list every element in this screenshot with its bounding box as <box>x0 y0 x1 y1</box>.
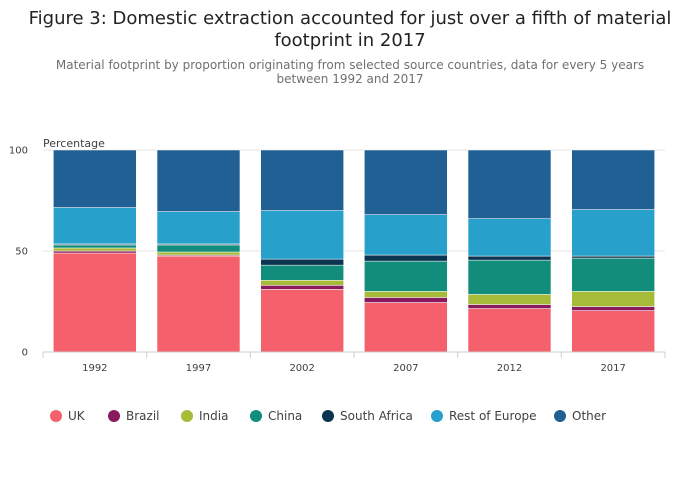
y-tick-label: 0 <box>22 348 28 359</box>
bar-segment-other-2007[interactable] <box>364 149 448 215</box>
bar-segment-china-1997[interactable] <box>156 244 241 253</box>
bar-segment-other-2017[interactable] <box>571 149 655 210</box>
legend-label: China <box>268 409 302 423</box>
bar-segment-uk-2012[interactable] <box>467 308 552 353</box>
legend-item-uk[interactable]: UK <box>50 409 86 423</box>
bar-segment-rest-of-europe-1992[interactable] <box>53 207 137 245</box>
bar-segment-brazil-2007[interactable] <box>364 297 448 303</box>
legend-item-india[interactable]: India <box>181 409 228 423</box>
legend-swatch <box>431 410 443 422</box>
legend-swatch <box>108 410 120 422</box>
chart-title: Figure 3: Domestic extraction accounted … <box>28 8 672 51</box>
bar-segment-china-1992[interactable] <box>53 244 137 249</box>
legend-label: India <box>199 409 228 423</box>
bar-segment-south-africa-2017[interactable] <box>571 255 655 259</box>
y-tick-label: 50 <box>15 247 28 258</box>
x-tick-label: 2012 <box>497 363 522 374</box>
bar-segment-india-2017[interactable] <box>571 291 655 307</box>
legend-item-rest-of-europe[interactable]: Rest of Europe <box>431 409 537 423</box>
legend-item-china[interactable]: China <box>250 409 302 423</box>
bar-segment-china-2007[interactable] <box>364 260 448 292</box>
legend-swatch <box>50 410 62 422</box>
bar-segment-rest-of-europe-1997[interactable] <box>156 211 241 245</box>
bar-segment-india-2007[interactable] <box>364 291 448 298</box>
bar-segment-other-2002[interactable] <box>260 149 344 211</box>
x-tick-label: 2002 <box>289 363 314 374</box>
bar-segment-other-1992[interactable] <box>53 149 137 208</box>
legend-swatch <box>554 410 566 422</box>
bar-segment-india-2002[interactable] <box>260 280 344 286</box>
bar-segment-brazil-2017[interactable] <box>571 306 655 311</box>
gridlines <box>43 149 665 252</box>
bar-segment-rest-of-europe-2017[interactable] <box>571 209 655 257</box>
chart-subtitle: Material footprint by proportion origina… <box>55 58 645 86</box>
bar-segment-india-1997[interactable] <box>156 251 241 256</box>
bar-segment-uk-1997[interactable] <box>156 255 241 353</box>
axes: 0 50 100 1992 1997 2002 2007 2012 2017 <box>9 146 666 374</box>
bar-segment-south-africa-2002[interactable] <box>260 258 344 266</box>
y-tick-label: 100 <box>9 146 28 157</box>
legend-label: Brazil <box>126 409 160 423</box>
bar-segment-rest-of-europe-2002[interactable] <box>260 210 344 260</box>
legend-swatch <box>181 410 193 422</box>
legend-label: Other <box>572 409 606 423</box>
bars <box>53 149 655 353</box>
bar-segment-south-africa-2007[interactable] <box>364 254 448 262</box>
bar-segment-other-2012[interactable] <box>467 149 552 219</box>
bar-segment-india-1992[interactable] <box>53 247 137 252</box>
bar-segment-brazil-2002[interactable] <box>260 285 344 290</box>
legend-label: Rest of Europe <box>449 409 537 423</box>
bar-segment-uk-1992[interactable] <box>53 252 137 353</box>
legend: UK Brazil India China South Africa Rest of Eu… <box>50 409 606 423</box>
bar-segment-china-2002[interactable] <box>260 264 344 281</box>
bar-segment-uk-2002[interactable] <box>260 289 344 353</box>
bar-segment-brazil-2012[interactable] <box>467 304 552 309</box>
legend-label: UK <box>68 409 86 423</box>
legend-swatch <box>322 410 334 422</box>
bar-segment-other-1997[interactable] <box>156 149 241 212</box>
bar-segment-rest-of-europe-2012[interactable] <box>467 218 552 257</box>
bar-segment-brazil-1992[interactable] <box>53 250 137 254</box>
x-tick-label: 1997 <box>186 363 211 374</box>
y-axis-label: Percentage <box>43 137 105 150</box>
legend-item-south-africa[interactable]: South Africa <box>322 409 413 423</box>
bar-segment-china-2012[interactable] <box>467 259 552 295</box>
x-tick-label: 2007 <box>393 363 418 374</box>
x-tick-label: 1992 <box>82 363 107 374</box>
bar-segment-rest-of-europe-2007[interactable] <box>364 214 448 256</box>
bar-segment-china-2017[interactable] <box>571 257 655 292</box>
bar-segment-south-africa-2012[interactable] <box>467 255 552 261</box>
legend-label: South Africa <box>340 409 413 423</box>
bar-segment-uk-2007[interactable] <box>364 302 448 353</box>
bar-segment-uk-2017[interactable] <box>571 310 655 353</box>
legend-item-other[interactable]: Other <box>554 409 606 423</box>
legend-item-brazil[interactable]: Brazil <box>108 409 160 423</box>
bar-segment-india-2012[interactable] <box>467 294 552 305</box>
legend-swatch <box>250 410 262 422</box>
x-tick-label: 2017 <box>600 363 625 374</box>
